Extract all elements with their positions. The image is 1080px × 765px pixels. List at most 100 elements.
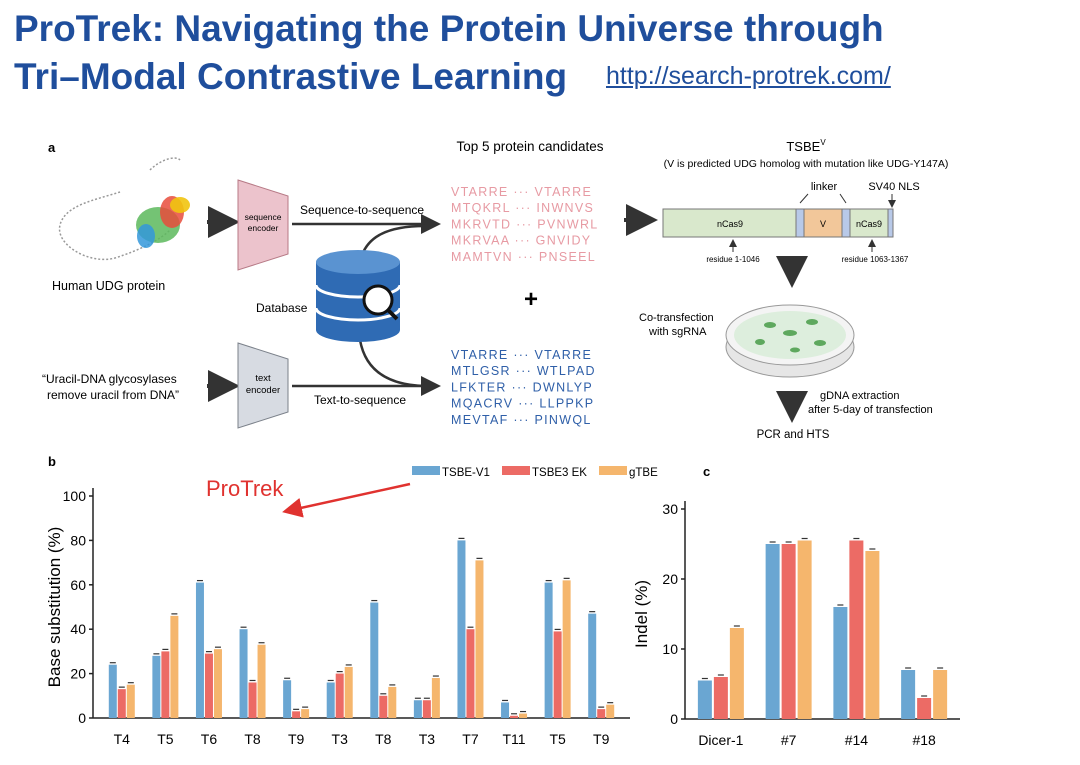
chart-c-bar-gtbe-2 xyxy=(797,540,812,719)
chart-b-bar-tsbe3-ek-1 xyxy=(117,689,126,718)
text-encoder-label-1: text xyxy=(255,373,271,384)
legend-swatch-2 xyxy=(502,466,530,475)
chart-b-bar-tsbe3-ek-2 xyxy=(161,651,170,718)
chart-b-bar-tsbe3-ek-3 xyxy=(204,653,213,718)
chart-b-bar-gtbe-8 xyxy=(431,678,440,718)
chart-b-bar-gtbe-7 xyxy=(388,686,397,718)
chart-b-category-label: T4 xyxy=(114,731,131,747)
chart-b-bar-tsbe-v1-9 xyxy=(457,540,466,718)
ncas9-left-label: nCas9 xyxy=(717,219,743,229)
linker-pointer-left xyxy=(799,193,809,204)
text-candidates-list: VTARRE ··· VTARRE MTLGSR ··· WTLPAD LFKTER… xyxy=(451,348,596,427)
chart-b-category-label: T9 xyxy=(593,731,610,747)
chart-c-ytick-label: 30 xyxy=(662,501,678,517)
chart-b-category-label: T3 xyxy=(332,731,349,747)
pcr-label: PCR and HTS xyxy=(757,429,830,441)
chart-b-category-label: T9 xyxy=(288,731,305,747)
database-icon xyxy=(314,250,402,342)
chart-b-bar-tsbe-v1-7 xyxy=(370,602,379,718)
text-candidate-4: MQACRV ··· LLPPKP xyxy=(451,397,594,411)
text-encoder-block xyxy=(237,342,289,429)
slide-title-line2: Tri–Modal Contrastive Learning xyxy=(14,56,568,97)
cotransfection-line2: with sgRNA xyxy=(648,326,707,338)
chart-c-category-label: #18 xyxy=(912,732,936,748)
chart-b-bar-gtbe-6 xyxy=(344,666,353,718)
chart-c-ytick-label: 0 xyxy=(670,711,678,727)
chart-b-bar-tsbe-v1-4 xyxy=(239,629,248,718)
seq-candidate-5: MAMTVN ··· PNSEEL xyxy=(451,250,596,264)
v-label: V xyxy=(820,219,826,229)
cotransfection-line1: Co-transfection xyxy=(639,312,714,324)
chart-b-bar-gtbe-2 xyxy=(170,615,179,718)
chart-b-bar-gtbe-5 xyxy=(301,709,310,718)
text-candidate-2: MTLGSR ··· WTLPAD xyxy=(451,364,596,378)
protrek-arrow xyxy=(282,482,411,518)
chart-b-bar-tsbe3-ek-4 xyxy=(248,682,257,718)
nls-block xyxy=(887,208,894,238)
chart-b-category-label: T11 xyxy=(502,731,525,747)
chart-b-bar-tsbe-v1-3 xyxy=(195,582,204,718)
seq-candidate-2: MTQKRL ··· INWNVS xyxy=(451,201,594,215)
chart-b-ytick-label: 80 xyxy=(70,532,86,548)
chart-b-ylabel: Base substitution (%) xyxy=(45,527,64,688)
chart-c-bar-gtbe-3 xyxy=(865,551,880,719)
sequence-encoder-block xyxy=(237,179,289,271)
petri-dish-icon xyxy=(725,304,855,378)
slide-title-line1: ProTrek: Navigating the Protein Universe… xyxy=(14,8,884,49)
chart-b-bar-tsbe3-ek-11 xyxy=(553,631,562,718)
chart-b-bar-tsbe-v1-11 xyxy=(544,582,553,718)
protein-structure-icon xyxy=(58,157,190,261)
chart-b-ytick-label: 0 xyxy=(78,710,86,726)
chart-c-category-label: Dicer-1 xyxy=(698,732,743,748)
query-text-line1: “Uracil-DNA glycosylases xyxy=(42,372,177,386)
chart-b-bar-tsbe3-ek-9 xyxy=(466,629,475,718)
chart-b-category-label: T7 xyxy=(462,731,479,747)
curve-db-to-text xyxy=(358,339,426,388)
chart-b-ytick-label: 60 xyxy=(70,577,86,593)
legend-label-2: TSBE3 EK xyxy=(532,467,587,479)
chart-b-bar-tsbe-v1-2 xyxy=(152,655,161,718)
chart-c-bar-tsbe3-ek-1 xyxy=(713,677,728,719)
nls-label: SV40 NLS xyxy=(868,181,919,193)
query-text-line2: remove uracil from DNA” xyxy=(47,388,179,402)
protrek-url-link[interactable]: http://search-protrek.com/ xyxy=(606,62,891,90)
chart-b-bar-tsbe3-ek-12 xyxy=(597,709,606,718)
gdna-line1: gDNA extraction xyxy=(820,390,899,402)
legend-label-1: TSBE-V1 xyxy=(442,467,490,479)
protrek-annotation: ProTrek xyxy=(206,476,284,501)
chart-b-bar-gtbe-4 xyxy=(257,644,266,718)
panel-b-label: b xyxy=(48,454,56,469)
seq2seq-label: Sequence-to-sequence xyxy=(300,203,424,217)
chart-b-ytick-label: 100 xyxy=(63,488,87,504)
chart-b-bar-gtbe-1 xyxy=(126,684,135,718)
chart-b-bar-gtbe-9 xyxy=(475,560,484,718)
text-encoder-label-2: encoder xyxy=(246,385,280,396)
chart-c-bar-tsbe-v1-2 xyxy=(765,544,780,719)
chart-c-ylabel: Indel (%) xyxy=(632,580,651,648)
legend-swatch-3 xyxy=(599,466,627,475)
linker-pointer-right xyxy=(839,193,847,204)
chart-c-ytick-label: 20 xyxy=(662,571,678,587)
chart-c-bar-tsbe3-ek-3 xyxy=(849,540,864,719)
chart-c-bar-gtbe-4 xyxy=(933,670,948,719)
residue-right-label: residue 1063-1367 xyxy=(842,255,909,264)
chart-indel: 0 10 20 30 Indel (%) Dicer-1 #7 #14 #18 xyxy=(632,501,960,748)
chart-legend: TSBE-V1 TSBE3 EK gTBE xyxy=(412,466,658,479)
protein-label: Human UDG protein xyxy=(52,279,165,293)
seq-candidate-3: MKRVTD ··· PVNWRL xyxy=(451,217,599,231)
tsbe-title: TSBEV xyxy=(786,138,826,154)
chart-b-bar-tsbe3-ek-8 xyxy=(422,700,431,718)
chart-c-bar-tsbe-v1-3 xyxy=(833,607,848,719)
chart-b-category-label: T8 xyxy=(375,731,392,747)
chart-b-bar-tsbe-v1-5 xyxy=(283,680,292,718)
residue-left-label: residue 1-1046 xyxy=(706,255,760,264)
seq-candidate-1: VTARRE ··· VTARRE xyxy=(451,185,592,199)
chart-b-category-label: T8 xyxy=(244,731,261,747)
text2seq-label: Text-to-sequence xyxy=(314,393,406,407)
chart-c-bar-tsbe3-ek-2 xyxy=(781,544,796,719)
chart-b-category-label: T3 xyxy=(419,731,436,747)
tsbe-note: (V is predicted UDG homolog with mutatio… xyxy=(664,158,949,170)
text-candidate-1: VTARRE ··· VTARRE xyxy=(451,348,592,362)
seq-candidates-list: VTARRE ··· VTARRE MTQKRL ··· INWNVS MKRVTD… xyxy=(451,185,599,264)
